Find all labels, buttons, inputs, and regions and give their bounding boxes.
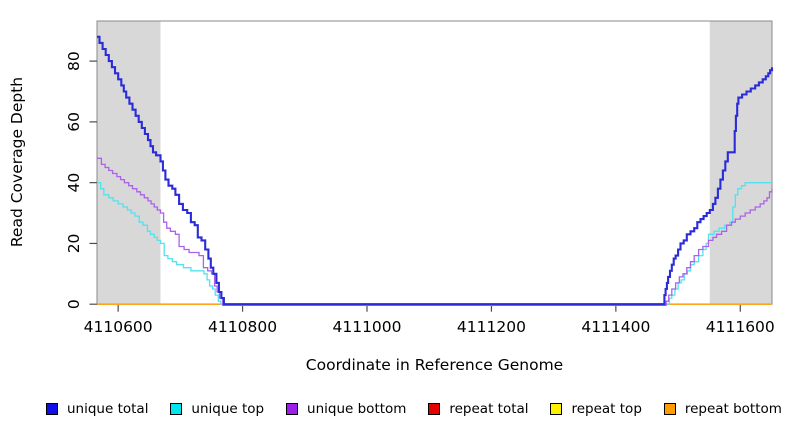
shaded-flank-region — [97, 21, 161, 305]
x-tick-label: 4110600 — [84, 318, 153, 336]
x-tick-label: 4110800 — [208, 318, 277, 336]
shaded-flank-region — [709, 21, 772, 305]
legend-label: unique bottom — [307, 401, 407, 417]
y-tick-label: 80 — [65, 51, 83, 71]
legend-item-repeat-total: repeat total — [428, 401, 529, 417]
series-line-unique-total — [97, 35, 774, 306]
legend-item-repeat-bottom: repeat bottom — [663, 401, 782, 417]
x-tick-label: 4111200 — [457, 318, 526, 336]
y-tick-label: 0 — [65, 299, 83, 309]
legend-label: repeat top — [571, 401, 642, 417]
legend: unique total unique top unique bottom repea… — [46, 397, 782, 421]
legend-swatch-icon — [428, 403, 441, 415]
legend-swatch-icon — [286, 403, 299, 415]
x-tick-label: 4111000 — [332, 318, 401, 336]
legend-label: unique top — [191, 401, 265, 417]
legend-swatch-icon — [550, 403, 563, 415]
x-tick-label: 4111400 — [581, 318, 650, 336]
legend-item-unique-total: unique total — [46, 401, 148, 417]
legend-label: unique total — [67, 401, 149, 417]
y-tick-label: 40 — [65, 173, 83, 193]
x-tick-label: 4111600 — [706, 318, 775, 336]
legend-label: repeat bottom — [684, 401, 782, 417]
plot-box — [96, 20, 773, 305]
legend-label: repeat total — [449, 401, 529, 417]
series-line-unique-top — [97, 182, 772, 305]
legend-item-unique-top: unique top — [170, 401, 264, 417]
legend-swatch-icon — [170, 403, 183, 415]
y-tick-label: 60 — [65, 112, 83, 132]
legend-item-unique-bottom: unique bottom — [286, 401, 406, 417]
x-axis-title: Coordinate in Reference Genome — [305, 356, 564, 374]
y-axis-title: Read Coverage Depth — [8, 76, 26, 248]
series-line-unique-bottom — [97, 157, 773, 306]
legend-item-repeat-top: repeat top — [550, 401, 642, 417]
legend-swatch-icon — [663, 403, 676, 415]
y-tick-label: 20 — [65, 234, 83, 254]
legend-swatch-icon — [46, 403, 58, 415]
